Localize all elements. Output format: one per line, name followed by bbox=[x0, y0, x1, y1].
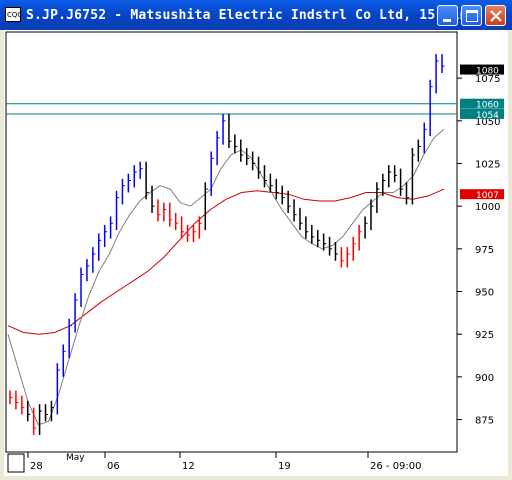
maximize-icon bbox=[466, 10, 478, 22]
ma-long-line bbox=[7, 188, 445, 335]
maximize-button[interactable] bbox=[461, 5, 482, 26]
chart-area[interactable]: 875 900 925 950 975 1000 1025 1050 1075 28 06 12 19 2… bbox=[4, 30, 508, 476]
close-button[interactable] bbox=[485, 5, 506, 26]
y-tick-label: 900 bbox=[475, 373, 494, 384]
x-tick-label: 06 bbox=[107, 461, 120, 472]
window-title: S.JP.J6752 - Matsushita Electric Indstrl… bbox=[26, 8, 468, 23]
y-tick-label: 950 bbox=[475, 288, 494, 299]
value-tag-box bbox=[460, 98, 504, 109]
svg-text:CQG: CQG bbox=[7, 11, 21, 19]
minimize-button[interactable] bbox=[437, 5, 458, 26]
close-icon bbox=[490, 10, 502, 22]
y-tick-label: 1075 bbox=[475, 74, 500, 85]
value-tag-label: 1007 bbox=[476, 191, 499, 201]
value-tag-box bbox=[460, 64, 504, 75]
y-tick-label: 1025 bbox=[475, 159, 500, 170]
price-chart[interactable]: 875 900 925 950 975 1000 1025 1050 1075 28 06 12 19 2… bbox=[4, 30, 508, 476]
minimize-icon bbox=[443, 19, 451, 22]
y-tick-label: 1000 bbox=[475, 202, 500, 213]
y-tick-label: 925 bbox=[475, 330, 494, 341]
x-tick-label: 19 bbox=[278, 461, 291, 472]
y-tick-label: 975 bbox=[475, 245, 494, 256]
value-tag-box bbox=[460, 108, 504, 119]
scroll-box bbox=[7, 453, 25, 473]
value-tag-label: 1060 bbox=[476, 101, 499, 111]
x-tick-label: 26 - 09:00 bbox=[370, 461, 422, 472]
title-bar[interactable]: CQG S.JP.J6752 - Matsushita Electric Ind… bbox=[0, 0, 512, 30]
value-tag-box bbox=[460, 189, 504, 200]
y-tick-label: 875 bbox=[475, 416, 494, 427]
y-tick-label: 1050 bbox=[475, 117, 500, 128]
plot-frame bbox=[5, 31, 458, 453]
x-tick-label: 28 bbox=[30, 461, 43, 472]
value-tag-label: 1080 bbox=[476, 67, 499, 77]
x-tick-label: 12 bbox=[182, 461, 195, 472]
chart-app-icon[interactable]: CQG bbox=[5, 7, 21, 22]
month-label: May bbox=[66, 453, 85, 463]
value-tag-label: 1054 bbox=[476, 111, 499, 121]
